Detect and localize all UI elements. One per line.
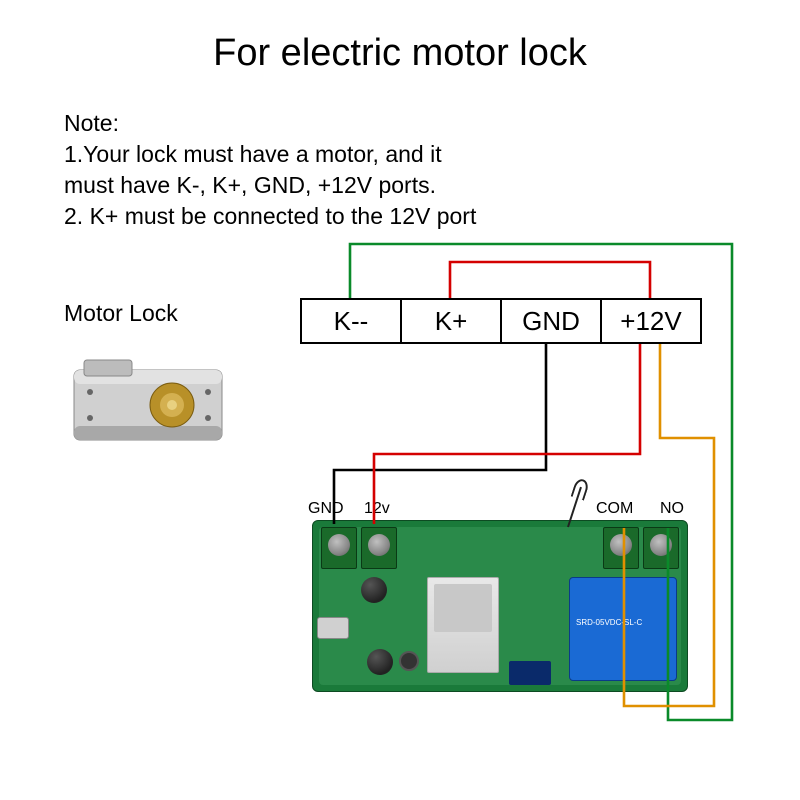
wifi-module <box>427 577 499 673</box>
wire-gnd-to-pcb-gnd <box>334 344 546 524</box>
rf-antenna-icon <box>567 487 582 528</box>
relay-text: SRD-05VDC-SL-C <box>576 618 642 628</box>
terminal-k-plus: K+ <box>402 300 502 342</box>
pcb-pin-label-com: COM <box>596 500 633 518</box>
motor-lock-label: Motor Lock <box>64 300 178 327</box>
relay-component: SRD-05VDC-SL-C <box>569 577 677 681</box>
wifi-shield <box>434 584 492 632</box>
terminal-block: K-- K+ GND +12V <box>300 298 702 344</box>
screw-terminal-12v <box>361 527 397 569</box>
note-line-1: 1.Your lock must have a motor, and it <box>64 139 476 170</box>
wire-kplus-to-12v-jumper <box>450 262 650 298</box>
screw-terminal-no <box>643 527 679 569</box>
pcb-pin-label-gnd: GND <box>308 500 344 518</box>
page-title: For electric motor lock <box>0 32 800 75</box>
capacitor-icon <box>361 577 387 603</box>
tactile-button-icon <box>399 651 419 671</box>
micro-usb-port <box>317 617 349 639</box>
terminal-gnd: GND <box>502 300 602 342</box>
screw-terminal-gnd <box>321 527 357 569</box>
pcb-pin-label-12v: 12v <box>364 500 390 518</box>
note-block: Note: 1.Your lock must have a motor, and… <box>64 108 476 232</box>
screw-terminal-com <box>603 527 639 569</box>
relay-module-pcb: SRD-05VDC-SL-C <box>312 520 688 692</box>
motor-lock-illustration <box>68 340 228 460</box>
note-line-2: must have K-, K+, GND, +12V ports. <box>64 170 476 201</box>
note-line-3: 2. K+ must be connected to the 12V port <box>64 201 476 232</box>
pcb-pin-label-no: NO <box>660 500 684 518</box>
terminal-plus12v: +12V <box>602 300 700 342</box>
capacitor-icon <box>367 649 393 675</box>
terminal-k-minus: K-- <box>302 300 402 342</box>
antenna-coil-icon <box>571 477 590 500</box>
dip-component <box>509 661 551 685</box>
wire-12v-to-pcb-12v <box>374 344 640 524</box>
note-heading: Note: <box>64 108 476 139</box>
